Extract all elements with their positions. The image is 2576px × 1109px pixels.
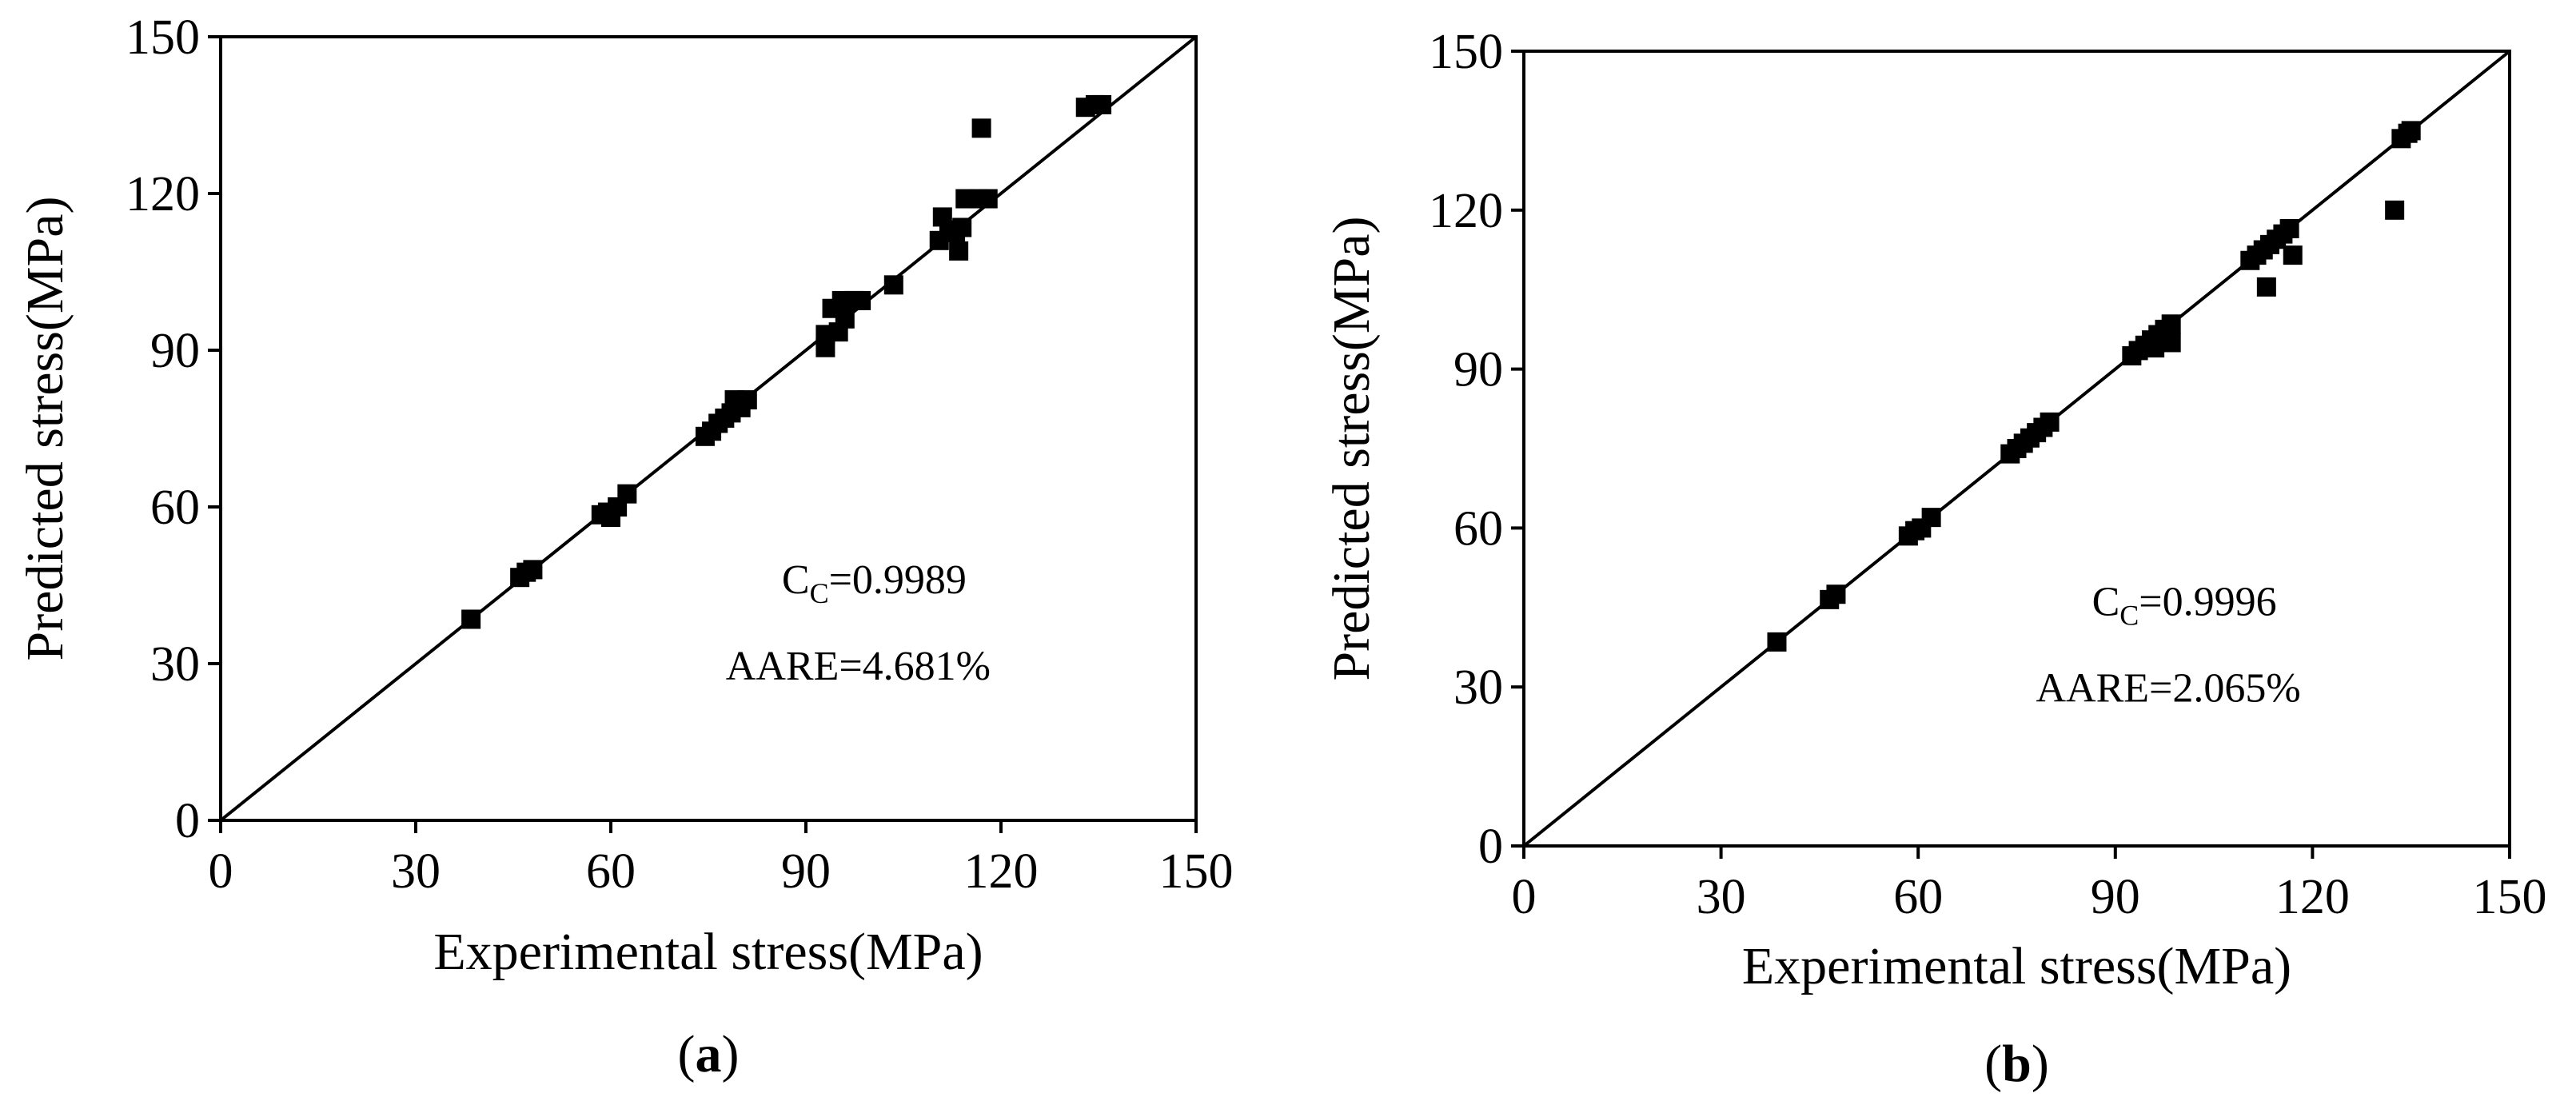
y-tick-label: 60 (150, 481, 200, 535)
x-tick-label: 30 (1697, 870, 1746, 924)
x-tick-label: 120 (2275, 870, 2350, 924)
aare-annotation: AARE=4.681% (726, 644, 991, 689)
plot-frame (219, 35, 1198, 822)
y-tick-label: 120 (1429, 184, 1503, 238)
data-point (1092, 94, 1112, 114)
data-point (2161, 314, 2181, 334)
x-tick-label: 150 (1159, 844, 1234, 899)
data-point (971, 118, 991, 138)
x-tick-label: 120 (964, 844, 1039, 899)
cc-annotation: CC=0.9989 (782, 557, 967, 609)
y-tick-label: 90 (1453, 343, 1503, 397)
data-point (851, 290, 871, 310)
y-axis-title: Predicted stress(MPa) (16, 196, 74, 660)
y-tick-label: 60 (1453, 501, 1503, 556)
x-tick-label: 90 (781, 844, 831, 899)
y-tick-label: 0 (1478, 820, 1503, 874)
data-point (2145, 338, 2165, 358)
data-point (617, 484, 637, 504)
data-point (523, 560, 543, 580)
y-tick-label: 30 (1453, 660, 1503, 715)
data-point (978, 189, 998, 209)
y-tick-label: 0 (175, 794, 200, 848)
x-tick-label: 150 (2473, 870, 2547, 924)
y-axis-title: Predicted stress(MPa) (1322, 216, 1381, 680)
cc-annotation: CC=0.9996 (2092, 580, 2277, 632)
y-tick-label: 120 (126, 167, 200, 221)
data-point (2161, 333, 2181, 353)
x-tick-label: 0 (209, 844, 233, 899)
y-tick-label: 30 (150, 637, 200, 692)
x-axis-title: Experimental stress(MPa) (1742, 937, 2291, 995)
panel-label: (b) (1984, 1035, 2049, 1093)
data-point (1921, 508, 1941, 528)
data-point (1826, 584, 1846, 604)
plot-frame (1522, 50, 2511, 848)
x-tick-label: 0 (1512, 870, 1537, 924)
y-tick-label: 150 (126, 10, 200, 65)
aare-annotation: AARE=2.065% (2036, 666, 2301, 712)
data-point (2040, 412, 2060, 432)
y-tick-label: 150 (1429, 25, 1503, 79)
data-point (2385, 200, 2405, 220)
x-tick-label: 60 (1893, 870, 1943, 924)
x-tick-label: 60 (586, 844, 636, 899)
data-point (2279, 218, 2299, 238)
x-axis-title: Experimental stress(MPa) (433, 923, 983, 981)
x-tick-label: 30 (391, 844, 441, 899)
panel-label: (a) (678, 1025, 740, 1083)
data-point (2256, 277, 2276, 297)
y-tick-label: 90 (150, 324, 200, 378)
data-point (737, 390, 757, 410)
data-point (835, 309, 855, 329)
chart-panel-a: 0 30 60 90 120 150 0 30 60 90 120 150 Experimental s… (16, 10, 1234, 1083)
data-point (2401, 121, 2421, 141)
data-point (952, 217, 972, 237)
x-tick-label: 90 (2091, 870, 2140, 924)
data-point (1767, 632, 1787, 652)
chart-panel-b: 0 30 60 90 120 150 0 30 60 90 120 150 Experimental s… (1322, 25, 2547, 1093)
data-point (461, 609, 481, 629)
data-point (2283, 245, 2303, 265)
data-point (883, 275, 903, 295)
data-point (949, 241, 969, 261)
